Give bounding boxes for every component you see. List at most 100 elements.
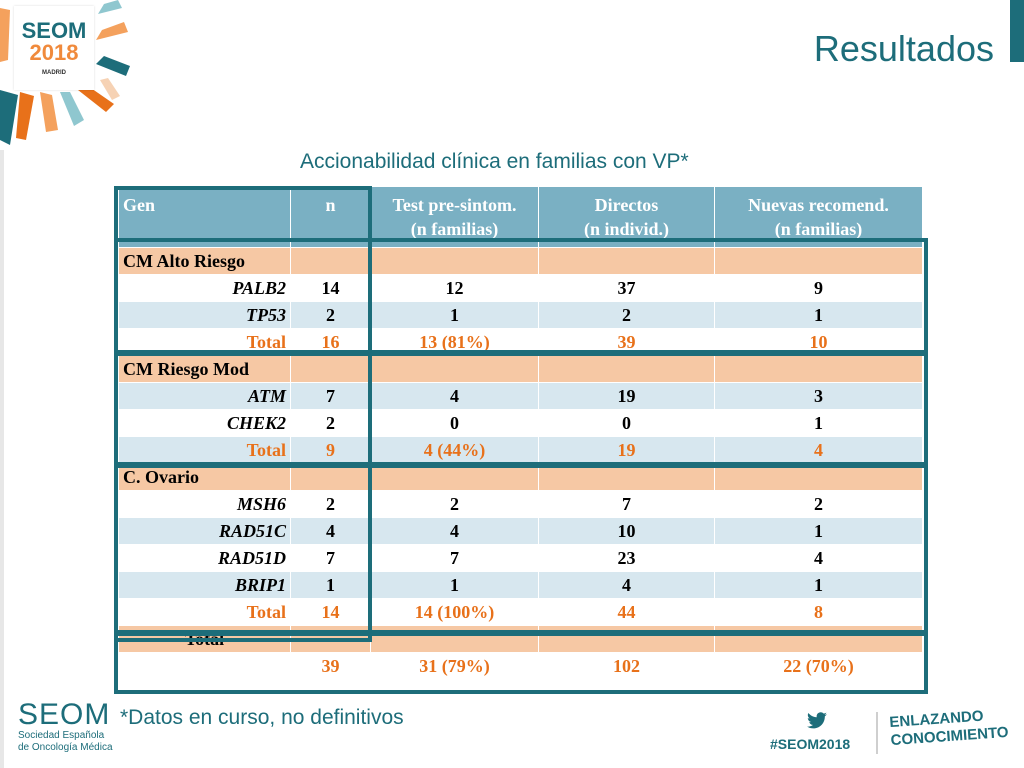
table-subtitle: Accionabilidad clínica en familias con V…: [300, 150, 689, 173]
cell-n: 16: [290, 328, 371, 356]
col-header-gen: Gen: [118, 186, 291, 248]
cell-n: 7: [290, 382, 371, 410]
cell-directos: 2: [538, 301, 715, 329]
table-row: RAD51C 4 4 10 1: [118, 517, 923, 545]
cell-nuevas: 3: [714, 382, 923, 410]
cell-nuevas: 1: [714, 409, 923, 437]
total-label: Total: [118, 328, 291, 356]
table-row: ATM 7 4 19 3: [118, 382, 923, 410]
cell-test: 0: [370, 409, 539, 437]
cell-nuevas: 9: [714, 274, 923, 302]
footer-divider: [876, 712, 878, 754]
seom-2018-logo-decoration: SEOM 2018 MADRID: [0, 0, 140, 145]
left-edge-bar: [0, 150, 4, 768]
gene-name: MSH6: [118, 490, 291, 518]
cell-nuevas: 10: [714, 328, 923, 356]
footnote: *Datos en curso, no definitivos: [120, 706, 404, 729]
group-total-row: Total 16 13 (81%) 39 10: [118, 328, 923, 356]
gene-name: RAD51C: [118, 517, 291, 545]
cell-directos: 37: [538, 274, 715, 302]
cell-test: 12: [370, 274, 539, 302]
cell-directos: 19: [538, 382, 715, 410]
cell-test: 4: [370, 382, 539, 410]
table-row: MSH6 2 2 7 2: [118, 490, 923, 518]
cell-n: 2: [290, 490, 371, 518]
cell-nuevas: 4: [714, 436, 923, 464]
group-row-alto-riesgo: CM Alto Riesgo: [118, 247, 923, 275]
logo-year: 2018: [29, 40, 79, 65]
logo-stripes-graphic: [0, 0, 130, 145]
slogan: ENLAZANDO CONOCIMIENTO: [889, 706, 1009, 750]
gene-name: ATM: [118, 382, 291, 410]
cell-directos: 102: [538, 652, 715, 680]
cell-directos: 39: [538, 328, 715, 356]
cell-nuevas: 1: [714, 571, 923, 599]
cell-test: 31 (79%): [370, 652, 539, 680]
logo-box: SEOM 2018 MADRID: [14, 6, 94, 90]
cell-test: 14 (100%): [370, 598, 539, 626]
col-header-nuevas: Nuevas recomend. (n familias): [714, 186, 923, 248]
cell-test: 4 (44%): [370, 436, 539, 464]
cell-nuevas: 8: [714, 598, 923, 626]
cell-directos: 10: [538, 517, 715, 545]
group-label: C. Ovario: [118, 463, 291, 491]
table-row: RAD51D 7 7 23 4: [118, 544, 923, 572]
cell-n: 2: [290, 301, 371, 329]
cell-n: 14: [290, 274, 371, 302]
cell-n: 9: [290, 436, 371, 464]
seom-footer-logo: SEOM Sociedad Española de Oncología Médi…: [18, 700, 113, 754]
gene-name: CHEK2: [118, 409, 291, 437]
cell-n: 39: [290, 652, 371, 680]
cell-test: 2: [370, 490, 539, 518]
col-header-n: n: [290, 186, 371, 248]
group-row-ovario: C. Ovario: [118, 463, 923, 491]
cell-directos: 19: [538, 436, 715, 464]
cell-nuevas: 1: [714, 517, 923, 545]
group-total-row: Total 14 14 (100%) 44 8: [118, 598, 923, 626]
results-table: Gen n Test pre-sintom. (n familias) Direc…: [118, 186, 923, 680]
group-row-riesgo-mod: CM Riesgo Mod: [118, 355, 923, 383]
gene-name: RAD51D: [118, 544, 291, 572]
total-label: Total: [118, 436, 291, 464]
cell-directos: 7: [538, 490, 715, 518]
gene-name: BRIP1: [118, 571, 291, 599]
group-label: CM Riesgo Mod: [118, 355, 291, 383]
total-label: Total: [118, 598, 291, 626]
cell-nuevas: 4: [714, 544, 923, 572]
footer-org-name: SEOM: [18, 698, 111, 731]
cell-test: 7: [370, 544, 539, 572]
cell-directos: 0: [538, 409, 715, 437]
hashtag: #SEOM2018: [770, 736, 851, 752]
footer-org-line1: Sociedad Española: [18, 730, 105, 741]
grand-total-label: Total: [118, 625, 291, 653]
cell-test: 1: [370, 571, 539, 599]
table-row: TP53 2 1 2 1: [118, 301, 923, 329]
cell-n: 14: [290, 598, 371, 626]
results-table-wrapper: Gen n Test pre-sintom. (n familias) Direc…: [118, 186, 923, 680]
cell-nuevas: 1: [714, 301, 923, 329]
col-header-test: Test pre-sintom. (n familias): [370, 186, 539, 248]
slide-title: Resultados: [813, 28, 994, 69]
grand-total-row: 39 31 (79%) 102 22 (70%): [118, 652, 923, 680]
cell-test: 4: [370, 517, 539, 545]
grand-total-label-row: Total: [118, 625, 923, 653]
cell-directos: 44: [538, 598, 715, 626]
cell-n: 1: [290, 571, 371, 599]
cell-directos: 4: [538, 571, 715, 599]
gene-name: PALB2: [118, 274, 291, 302]
group-total-row: Total 9 4 (44%) 19 4: [118, 436, 923, 464]
twitter-bird-icon: [807, 712, 827, 729]
cell-nuevas: 22 (70%): [714, 652, 923, 680]
table-row: CHEK2 2 0 0 1: [118, 409, 923, 437]
footer-org-line2: de Oncología Médica: [18, 742, 113, 753]
cell-n: 4: [290, 517, 371, 545]
cell-n: 2: [290, 409, 371, 437]
cell-test: 1: [370, 301, 539, 329]
cell-n: 7: [290, 544, 371, 572]
col-header-directos: Directos (n individ.): [538, 186, 715, 248]
table-header-row: Gen n Test pre-sintom. (n familias) Direc…: [118, 186, 923, 248]
logo-city: MADRID: [42, 70, 66, 76]
cell-nuevas: 2: [714, 490, 923, 518]
table-row: BRIP1 1 1 4 1: [118, 571, 923, 599]
logo-brand: SEOM: [21, 18, 87, 43]
